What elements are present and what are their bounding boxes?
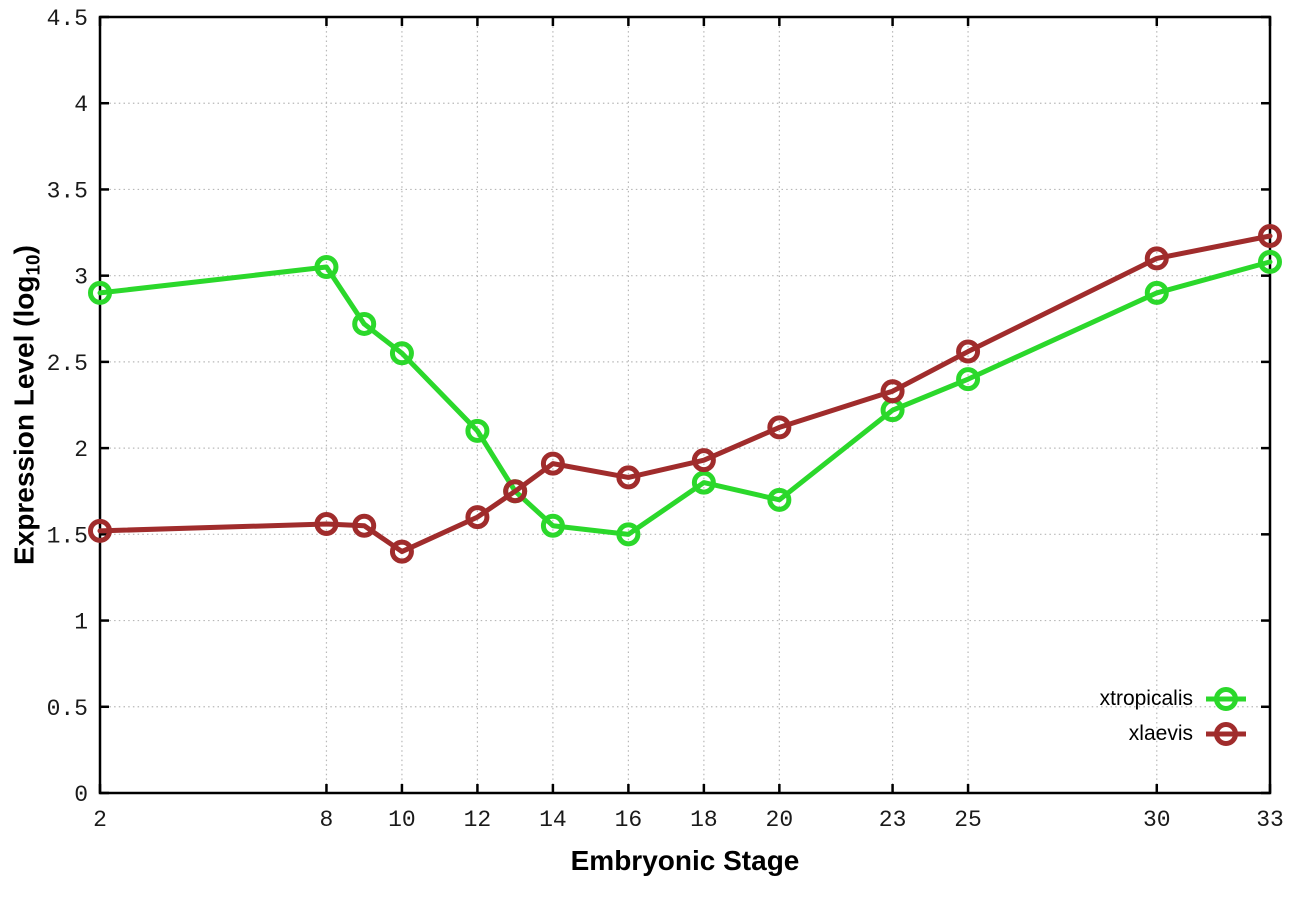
y-tick-label: 1.5 bbox=[47, 523, 88, 549]
data-point bbox=[616, 465, 641, 490]
data-point bbox=[616, 522, 641, 547]
data-point bbox=[314, 255, 339, 280]
data-point bbox=[691, 470, 716, 495]
y-tick-label: 4 bbox=[74, 92, 88, 118]
data-point bbox=[956, 339, 981, 364]
axis-ticks bbox=[98, 15, 1272, 795]
x-tick-label: 20 bbox=[766, 807, 794, 833]
x-tick-label: 14 bbox=[539, 807, 567, 833]
y-tick-label: 3.5 bbox=[47, 178, 88, 204]
y-tick-label: 2.5 bbox=[47, 351, 88, 377]
data-point bbox=[314, 511, 339, 536]
x-tick-label: 16 bbox=[615, 807, 643, 833]
y-axis-title: Expression Level (log10) bbox=[9, 245, 46, 565]
data-point bbox=[540, 513, 565, 538]
series-xtropicalis bbox=[88, 249, 1282, 547]
data-point bbox=[880, 379, 905, 404]
y-tick-label: 0.5 bbox=[47, 696, 88, 722]
x-tick-label: 25 bbox=[954, 807, 982, 833]
y-tick-label: 0 bbox=[74, 782, 88, 808]
x-tick-label: 18 bbox=[690, 807, 718, 833]
data-point bbox=[956, 367, 981, 392]
plot-border bbox=[98, 15, 1272, 795]
data-point bbox=[767, 415, 792, 440]
legend-item-xlaevis: xlaevis bbox=[1129, 719, 1249, 749]
series-xlaevis bbox=[88, 224, 1282, 564]
tick-labels: 2 8 10 12 14 16 18 20 23 25 30 33 0 0.5 1 1.5 2 2.5 3 3.5 4 4… bbox=[47, 6, 1284, 833]
x-tick-label: 30 bbox=[1143, 807, 1171, 833]
data-point bbox=[88, 280, 112, 305]
x-axis-title: Embryonic Stage bbox=[570, 845, 800, 876]
legend-line-circle-icon bbox=[1206, 687, 1246, 711]
data-point bbox=[465, 505, 490, 530]
data-point bbox=[352, 513, 377, 538]
x-tick-label: 10 bbox=[388, 807, 416, 833]
y-tick-label: 3 bbox=[74, 265, 88, 291]
x-tick-label: 12 bbox=[464, 807, 492, 833]
data-point bbox=[540, 451, 565, 476]
data-point bbox=[767, 487, 792, 512]
data-point bbox=[389, 539, 414, 564]
data-point bbox=[352, 311, 377, 336]
data-point bbox=[691, 448, 716, 473]
x-tick-label: 33 bbox=[1256, 807, 1284, 833]
x-tick-label: 2 bbox=[93, 807, 107, 833]
data-point bbox=[1258, 224, 1282, 249]
legend-label: xlaevis bbox=[1128, 722, 1193, 745]
y-tick-label: 2 bbox=[74, 437, 88, 463]
y-tick-label: 1 bbox=[74, 610, 88, 636]
series-line bbox=[97, 259, 1273, 537]
x-tick-label: 8 bbox=[320, 807, 334, 833]
legend-item-xtropicalis: xtropicalis bbox=[1100, 684, 1249, 714]
data-point bbox=[1144, 246, 1169, 271]
grid bbox=[100, 17, 1270, 793]
data-point bbox=[389, 341, 414, 366]
legend-line-circle-icon bbox=[1206, 722, 1246, 746]
data-point bbox=[88, 518, 112, 543]
data-point bbox=[465, 418, 490, 443]
y-axis-title-text: Expression Level (log bbox=[8, 275, 40, 565]
legend-label: xtropicalis bbox=[1099, 687, 1193, 710]
data-point bbox=[503, 479, 528, 504]
data-point bbox=[1144, 280, 1169, 305]
y-axis-title-subscript: 10 bbox=[23, 254, 45, 276]
data-point bbox=[1258, 249, 1282, 274]
y-tick-label: 4.5 bbox=[47, 6, 88, 32]
legend: xtropicalis xlaevis bbox=[1100, 684, 1249, 749]
x-tick-label: 23 bbox=[879, 807, 907, 833]
y-axis-title-suffix: ) bbox=[8, 245, 40, 255]
series-line bbox=[97, 233, 1273, 555]
